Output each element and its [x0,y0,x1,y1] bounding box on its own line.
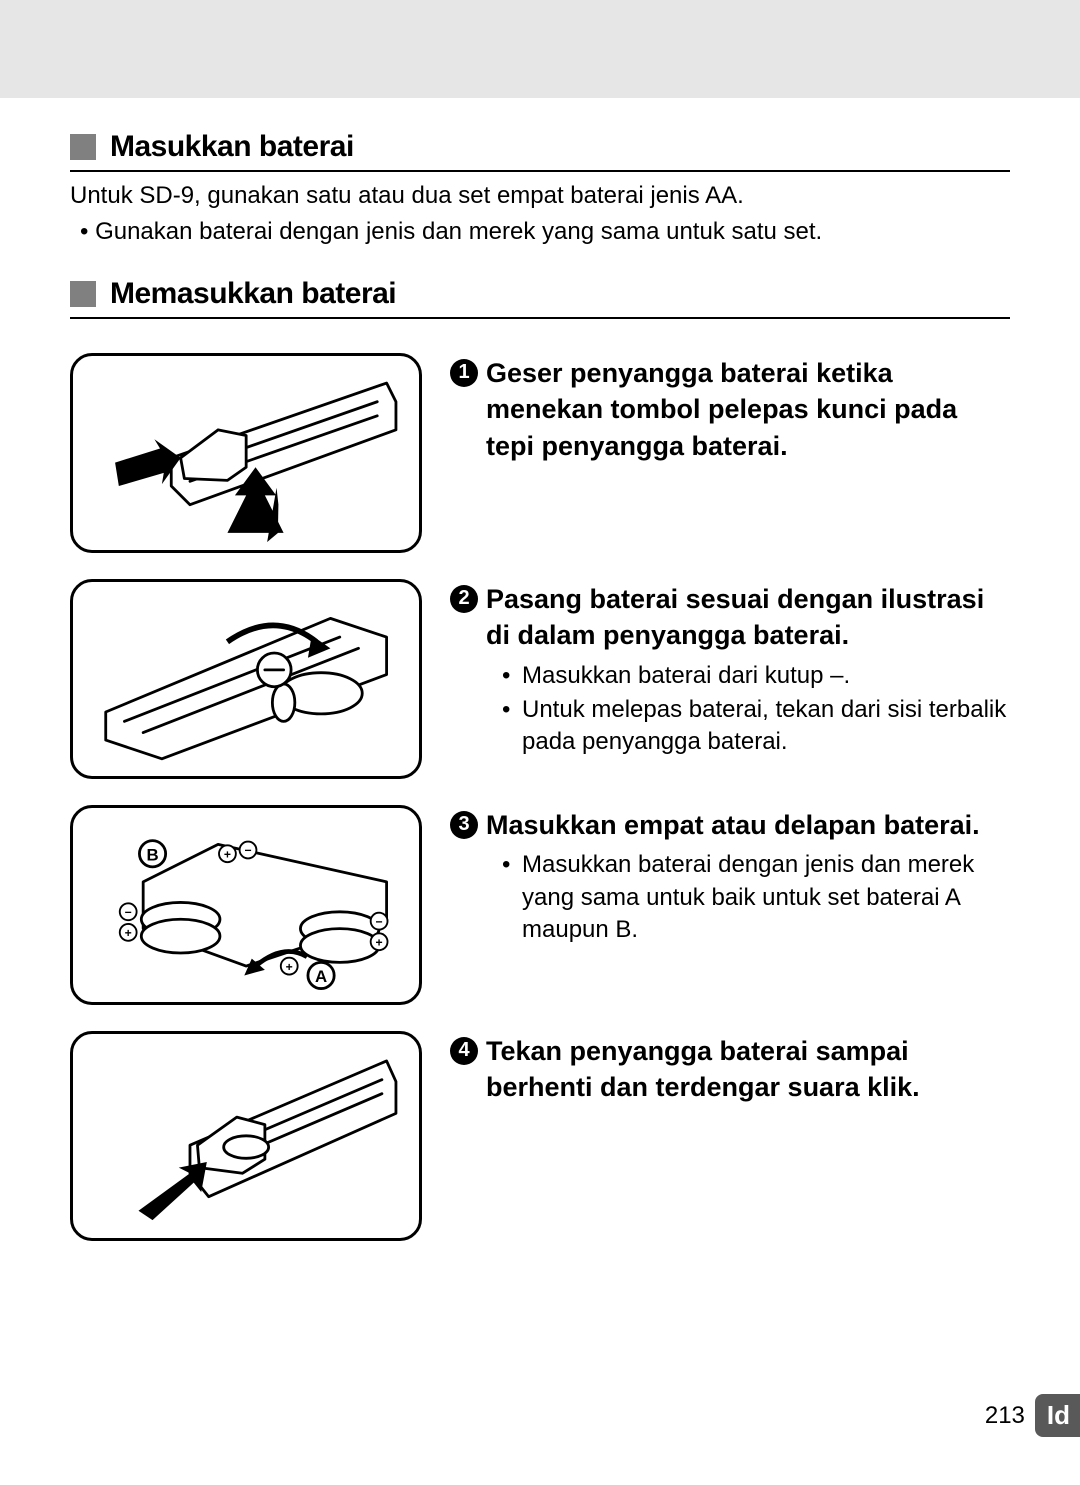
step-3-heading-text: Masukkan empat atau delapan baterai. [486,807,980,843]
step-number-badge: 1 [450,359,478,387]
step-3-heading: 3 Masukkan empat atau delapan baterai. [450,807,1010,843]
section-title-2: Memasukkan baterai [110,277,396,311]
step-4-heading-text: Tekan penyangga baterai sampai berhenti … [486,1033,1010,1106]
illustration-push-holder [87,1042,405,1230]
step-1-heading-text: Geser penyangga baterai ketika menekan t… [486,355,1010,464]
step-2-text: 2 Pasang baterai sesuai dengan ilustrasi… [450,579,1010,761]
step-3-bullet-1: Masukkan baterai dengan jenis dan merek … [502,849,1010,946]
step-2-bullets: Masukkan baterai dari kutup –. Untuk mel… [450,660,1010,759]
figure-step-3: B A − + + − + − + [70,805,422,1005]
label-A: A [315,967,327,986]
step-row-1: 1 Geser penyangga baterai ketika menekan… [70,353,1010,553]
svg-text:−: − [244,843,251,857]
step-3-bullets: Masukkan baterai dengan jenis dan merek … [450,849,1010,946]
section-square-icon [70,134,96,160]
label-B: B [146,845,158,864]
illustration-four-eight-batteries: B A − + + − + − + [87,816,405,994]
page-footer: 213 Id [985,1394,1080,1437]
section-title-1: Masukkan baterai [110,130,354,164]
step-3-text: 3 Masukkan empat atau delapan baterai. M… [450,805,1010,949]
illustration-slide-holder [87,364,405,542]
section1-bullet: • Gunakan baterai dengan jenis dan merek… [80,216,1010,248]
section-square-icon [70,281,96,307]
svg-text:+: + [286,959,293,973]
svg-text:+: + [124,926,131,940]
step-2-bullet-2: Untuk melepas baterai, tekan dari sisi t… [502,694,1010,759]
svg-text:+: + [375,935,382,949]
step-4-text: 4 Tekan penyangga baterai sampai berhent… [450,1031,1010,1106]
page-content: Masukkan baterai Untuk SD-9, gunakan sat… [0,98,1080,1241]
svg-text:−: − [124,905,131,919]
illustration-insert-battery [87,590,405,768]
figure-step-4 [70,1031,422,1241]
svg-text:+: + [224,847,231,861]
page-number: 213 [985,1402,1025,1430]
section1-intro: Untuk SD-9, gunakan satu atau dua set em… [70,180,1010,212]
step-row-3: B A − + + − + − + 3 Masukkan empat at [70,805,1010,1005]
top-gray-band [0,0,1080,98]
step-number-badge: 2 [450,585,478,613]
language-tab: Id [1035,1394,1080,1437]
step-1-heading: 1 Geser penyangga baterai ketika menekan… [450,355,1010,464]
step-1-text: 1 Geser penyangga baterai ketika menekan… [450,353,1010,464]
step-row-4: 4 Tekan penyangga baterai sampai berhent… [70,1031,1010,1241]
figure-step-2 [70,579,422,779]
step-2-bullet-1: Masukkan baterai dari kutup –. [502,660,1010,692]
svg-text:−: − [375,914,382,928]
step-2-heading-text: Pasang baterai sesuai dengan ilustrasi d… [486,581,1010,654]
section-header-2: Memasukkan baterai [70,277,1010,319]
step-4-heading: 4 Tekan penyangga baterai sampai berhent… [450,1033,1010,1106]
section-header-1: Masukkan baterai [70,130,1010,172]
step-row-2: 2 Pasang baterai sesuai dengan ilustrasi… [70,579,1010,779]
step-number-badge: 3 [450,811,478,839]
step-number-badge: 4 [450,1037,478,1065]
figure-step-1 [70,353,422,553]
step-2-heading: 2 Pasang baterai sesuai dengan ilustrasi… [450,581,1010,654]
